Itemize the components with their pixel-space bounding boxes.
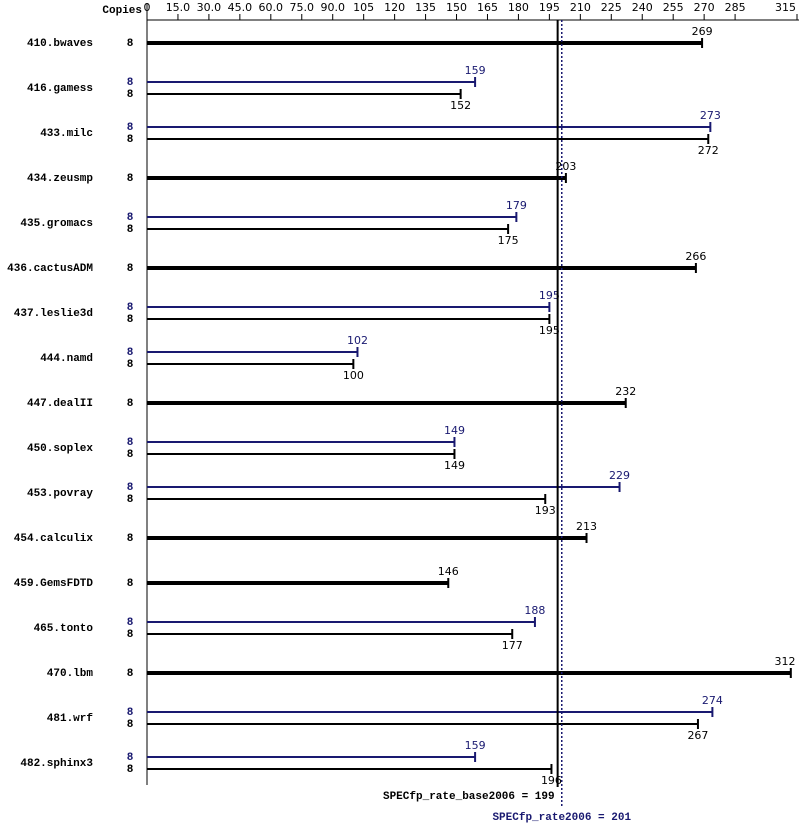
copies-label: 8	[127, 494, 134, 506]
copies-label: 8	[127, 764, 134, 776]
copies-label: 8	[127, 77, 134, 89]
copies-label: 8	[127, 347, 134, 359]
copies-label: 8	[127, 752, 134, 764]
value-label: 266	[685, 250, 706, 263]
value-label: 203	[555, 160, 576, 173]
copies-label: 8	[127, 314, 134, 326]
x-tick-label: 0	[144, 1, 151, 14]
benchmark-label: 453.povray	[27, 488, 93, 500]
value-label: 213	[576, 520, 597, 533]
copies-label: 8	[127, 173, 134, 185]
x-tick-label: 75.0	[290, 1, 315, 14]
x-tick-label: 30.0	[197, 1, 222, 14]
copies-label: 8	[127, 38, 134, 50]
value-label: 149	[444, 459, 465, 472]
x-tick-label: 240	[632, 1, 653, 14]
value-label: 188	[524, 604, 545, 617]
benchmark-label: 447.dealII	[27, 398, 93, 410]
benchmark-label: 416.gamess	[27, 83, 93, 95]
benchmark-label: 435.gromacs	[20, 218, 93, 230]
x-tick-label: 150	[446, 1, 467, 14]
benchmark-label: 434.zeusmp	[27, 173, 93, 185]
benchmark-label: 436.cactusADM	[7, 263, 93, 275]
benchmark-label: 470.lbm	[47, 668, 94, 680]
copies-header: Copies	[102, 5, 142, 17]
copies-label: 8	[127, 482, 134, 494]
copies-label: 8	[127, 302, 134, 314]
value-label: 102	[347, 334, 368, 347]
value-label: 196	[541, 774, 562, 787]
value-label: 267	[687, 729, 708, 742]
x-tick-label: 210	[570, 1, 591, 14]
copies-label: 8	[127, 707, 134, 719]
value-label: 100	[343, 369, 364, 382]
value-label: 146	[438, 565, 459, 578]
value-label: 149	[444, 424, 465, 437]
copies-label: 8	[127, 617, 134, 629]
copies-label: 8	[127, 398, 134, 410]
x-tick-label: 255	[663, 1, 684, 14]
copies-label: 8	[127, 668, 134, 680]
copies-label: 8	[127, 629, 134, 641]
copies-label: 8	[127, 224, 134, 236]
benchmark-label: 444.namd	[40, 353, 93, 365]
benchmark-label: 410.bwaves	[27, 38, 93, 50]
x-tick-label: 105	[353, 1, 374, 14]
value-label: 232	[615, 385, 636, 398]
x-tick-label: 285	[725, 1, 746, 14]
value-label: 193	[535, 504, 556, 517]
value-label: 195	[539, 289, 560, 302]
copies-label: 8	[127, 212, 134, 224]
x-tick-label: 270	[694, 1, 715, 14]
value-label: 272	[698, 144, 719, 157]
value-label: 159	[465, 64, 486, 77]
x-tick-label: 45.0	[228, 1, 253, 14]
copies-label: 8	[127, 89, 134, 101]
copies-label: 8	[127, 263, 134, 275]
x-tick-label: 135	[415, 1, 436, 14]
value-label: 152	[450, 99, 471, 112]
value-label: 312	[775, 655, 796, 668]
copies-label: 8	[127, 437, 134, 449]
value-label: 179	[506, 199, 527, 212]
benchmark-label: 482.sphinx3	[20, 758, 93, 770]
value-label: 175	[498, 234, 519, 247]
copies-label: 8	[127, 122, 134, 134]
x-tick-label: 165	[477, 1, 498, 14]
copies-label: 8	[127, 359, 134, 371]
benchmark-label: 465.tonto	[34, 623, 94, 635]
value-label: 273	[700, 109, 721, 122]
value-label: 159	[465, 739, 486, 752]
x-tick-label: 90.0	[320, 1, 345, 14]
benchmark-label: 454.calculix	[14, 533, 94, 545]
reference-label: SPECfp_rate_base2006 = 199	[383, 791, 555, 803]
value-label: 229	[609, 469, 630, 482]
benchmark-label: 433.milc	[40, 128, 93, 140]
benchmark-label: 450.soplex	[27, 443, 93, 455]
x-tick-label: 315	[775, 1, 796, 14]
copies-label: 8	[127, 533, 134, 545]
benchmark-label: 437.leslie3d	[14, 308, 93, 320]
value-label: 274	[702, 694, 723, 707]
value-label: 177	[502, 639, 523, 652]
x-tick-label: 180	[508, 1, 529, 14]
copies-label: 8	[127, 449, 134, 461]
x-tick-label: 225	[601, 1, 622, 14]
x-tick-label: 195	[539, 1, 560, 14]
value-label: 269	[692, 25, 713, 38]
x-tick-label: 60.0	[259, 1, 284, 14]
value-label: 195	[539, 324, 560, 337]
benchmark-label: 459.GemsFDTD	[14, 578, 94, 590]
x-tick-label: 15.0	[166, 1, 191, 14]
x-tick-label: 120	[384, 1, 405, 14]
benchmark-label: 481.wrf	[47, 713, 94, 725]
copies-label: 8	[127, 134, 134, 146]
reference-label: SPECfp_rate2006 = 201	[492, 812, 631, 824]
copies-label: 8	[127, 578, 134, 590]
copies-label: 8	[127, 719, 134, 731]
